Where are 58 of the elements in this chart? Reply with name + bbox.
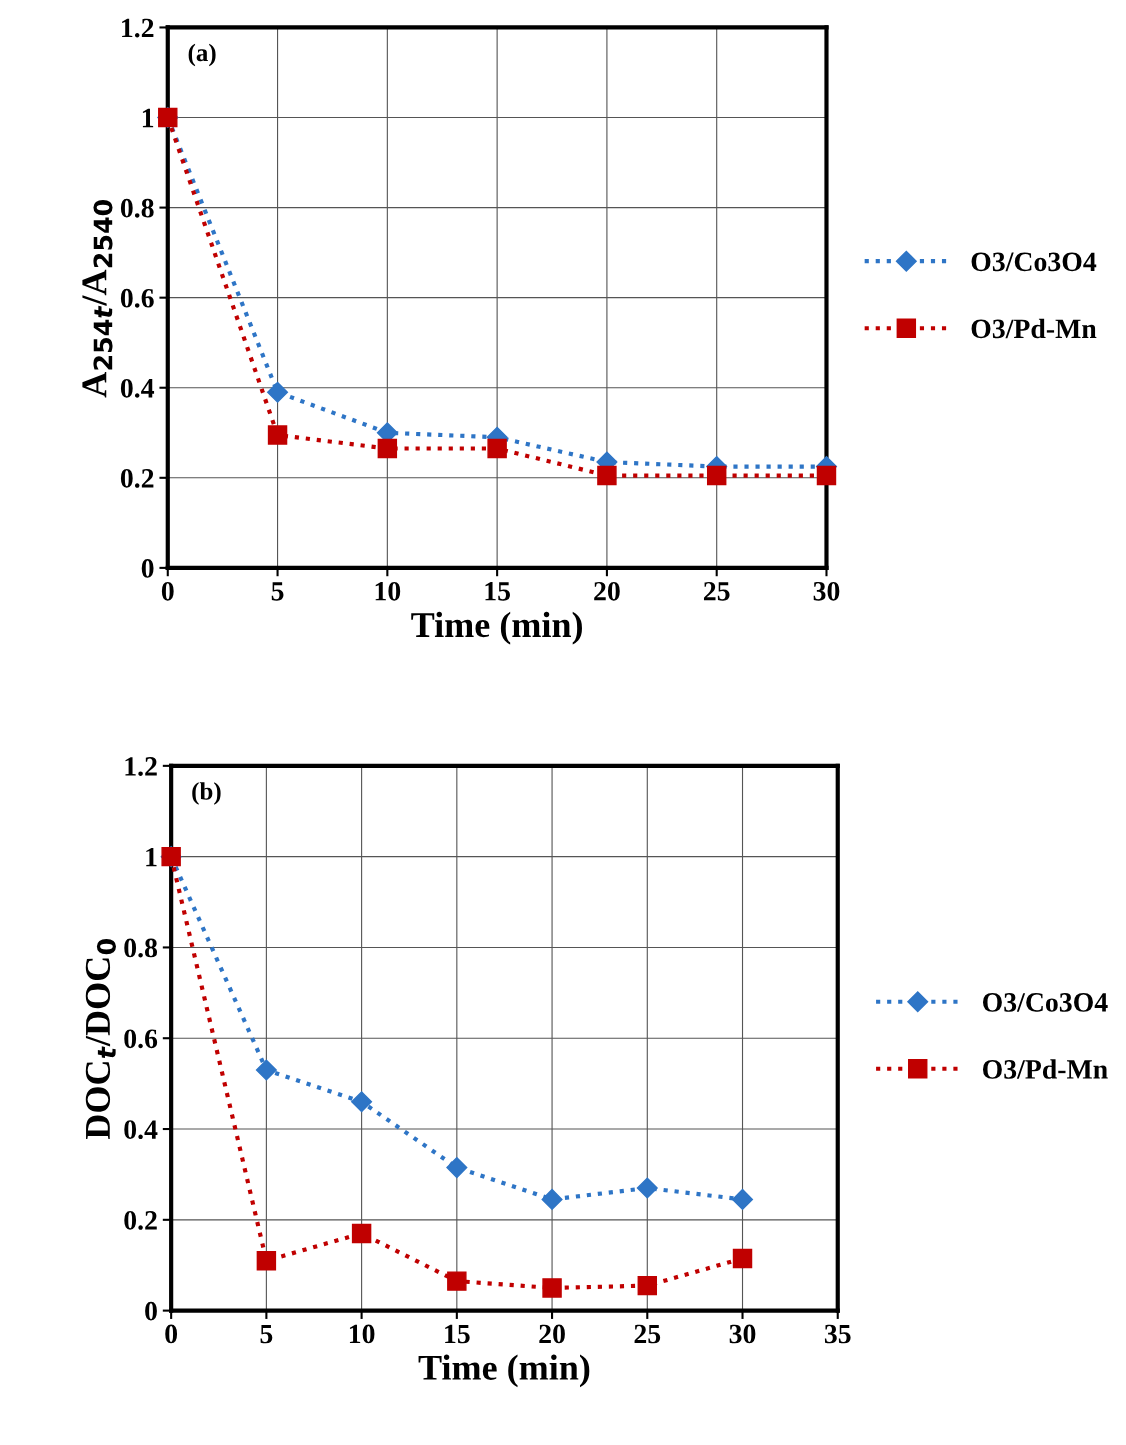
point	[447, 1271, 467, 1291]
point	[636, 1177, 658, 1199]
x-tick-label: 0	[165, 1324, 178, 1344]
x-tick-label: 5	[271, 582, 284, 601]
y-tick-label: 1.2	[122, 18, 154, 38]
x-tick-label: 20	[539, 1324, 565, 1344]
point	[267, 381, 289, 403]
y-tick-label: 0	[141, 559, 154, 578]
y-tick-label: 0.2	[120, 468, 154, 488]
x-tick-label: 15	[445, 1324, 470, 1344]
annotation: (b)	[192, 782, 221, 805]
y-axis-title: DOC$_{t}$/DOC$_{0}$	[85, 939, 116, 1140]
x-tick-label: 35	[824, 1324, 851, 1344]
point	[597, 465, 617, 486]
legend-label: O3/Pd-Mn	[971, 318, 1097, 339]
annotation: (a)	[188, 43, 216, 67]
legend-label: O3/Co3O4	[971, 252, 1097, 272]
point	[732, 1248, 753, 1269]
legend-label: O3/Co3O4	[982, 993, 1108, 1012]
y-tick-label: 0.2	[124, 1210, 157, 1230]
x-axis-title: Time (min)	[418, 1354, 590, 1388]
point	[487, 438, 507, 459]
point	[732, 1188, 754, 1210]
y-tick-label: 1	[142, 108, 154, 128]
point	[541, 1188, 563, 1210]
point	[446, 1157, 468, 1179]
point	[637, 1275, 658, 1296]
y-axis-title: A$_{254t}$/A$_{2540}$	[82, 200, 113, 398]
y-tick-label: 0.8	[124, 938, 158, 958]
point	[542, 1278, 562, 1298]
point	[816, 465, 837, 486]
y-tick-label: 1.2	[125, 757, 157, 776]
x-tick-label: 5	[260, 1324, 273, 1344]
x-tick-label: 10	[349, 1324, 375, 1344]
point	[256, 1250, 277, 1271]
point	[255, 1059, 277, 1081]
point	[377, 438, 398, 459]
point	[267, 425, 288, 445]
y-tick-label: 0.4	[124, 1120, 158, 1140]
point	[351, 1223, 372, 1244]
y-tick-label: 1	[146, 847, 157, 867]
x-tick-label: 25	[703, 581, 730, 601]
x-tick-label: 30	[813, 581, 840, 601]
point	[351, 1091, 373, 1113]
y-tick-label: 0	[145, 1301, 157, 1321]
x-tick-label: 20	[594, 581, 620, 601]
point	[706, 465, 727, 486]
y-tick-label: 0.4	[120, 378, 155, 398]
x-tick-label: 30	[729, 1324, 756, 1344]
x-tick-label: 10	[375, 581, 401, 601]
y-tick-label: 0.6	[124, 1029, 158, 1049]
x-tick-label: 15	[485, 582, 510, 601]
x-tick-label: 0	[161, 581, 174, 601]
x-tick-label: 25	[634, 1324, 661, 1344]
y-tick-label: 0.8	[120, 198, 154, 218]
x-axis-title: Time (min)	[411, 611, 582, 645]
legend-label: O3/Pd-Mn	[982, 1059, 1108, 1079]
y-tick-label: 0.6	[120, 288, 154, 308]
